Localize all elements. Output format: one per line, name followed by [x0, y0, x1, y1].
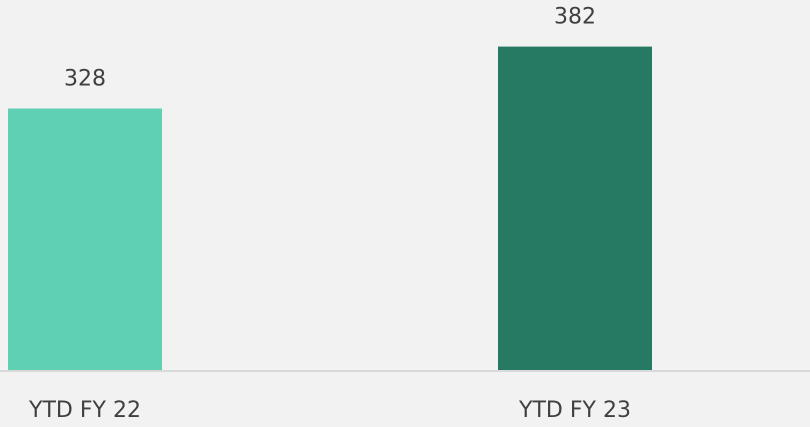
- value-label: 328: [64, 67, 106, 92]
- bar: [8, 108, 162, 370]
- x-tick-label: YTD FY 22: [28, 398, 141, 423]
- bar: [498, 46, 652, 371]
- value-label: 382: [554, 5, 596, 30]
- x-tick-label: YTD FY 23: [518, 398, 631, 423]
